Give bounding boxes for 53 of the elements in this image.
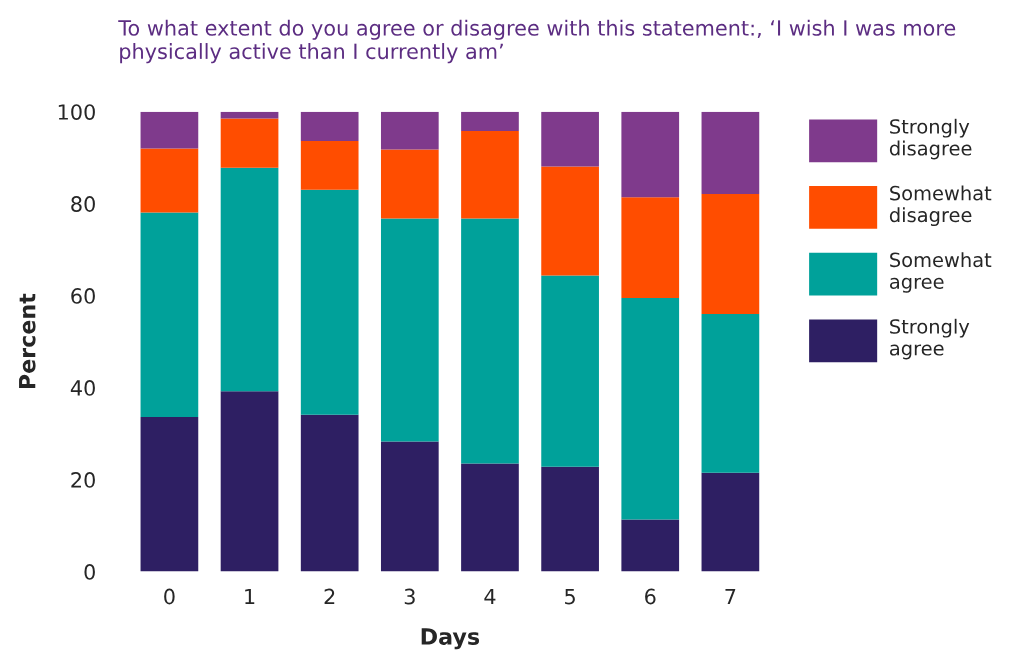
bar — [701, 111, 760, 195]
bar — [140, 111, 199, 149]
bar — [461, 131, 519, 219]
bar — [541, 466, 599, 572]
bar — [300, 414, 359, 572]
bar — [541, 166, 599, 276]
bar — [220, 167, 279, 392]
legend-label: Somewhat agree — [890, 252, 992, 293]
bar — [621, 111, 680, 198]
bar — [140, 212, 199, 418]
y-tick-label: 80 — [71, 196, 95, 212]
bar — [220, 118, 279, 168]
bar — [461, 111, 519, 132]
bar — [140, 417, 199, 572]
bar — [380, 111, 439, 150]
y-tick-label: 60 — [71, 288, 95, 304]
bar — [220, 391, 279, 572]
bar — [541, 111, 599, 167]
y-tick-label: 100 — [58, 104, 95, 120]
bar — [300, 111, 359, 142]
legend-label: Strongly agree — [890, 318, 970, 360]
x-tick-label: 5 — [565, 588, 575, 605]
bar — [140, 148, 199, 213]
bar — [701, 194, 760, 315]
bar — [621, 297, 680, 520]
y-tick-label: 40 — [70, 380, 95, 396]
legend-label: Strongly disagree — [889, 118, 972, 160]
bar — [701, 472, 760, 572]
chart-title: To what extent do you agree or disagree with this statement:, ‘I wish I was more physically active than I currently am’ — [118, 19, 956, 64]
bar — [380, 441, 439, 572]
x-tick-label: 4 — [484, 588, 496, 605]
bar — [621, 197, 680, 298]
x-axis-title: Days — [421, 628, 480, 650]
y-tick-label: 0 — [84, 564, 95, 580]
bar — [461, 463, 519, 572]
x-tick-label: 0 — [164, 588, 175, 605]
x-tick-label: 7 — [725, 588, 736, 605]
bar — [701, 314, 760, 473]
y-axis-title: Percent — [19, 293, 36, 389]
bar — [541, 275, 599, 467]
x-tick-label: 2 — [324, 588, 335, 605]
bar — [220, 111, 279, 119]
x-tick-label: 3 — [404, 588, 415, 605]
bar — [621, 519, 680, 572]
bar — [461, 218, 519, 464]
legend-label: Somewhat disagree — [889, 185, 992, 227]
y-tick-label: 20 — [71, 472, 95, 488]
x-tick-label: 1 — [245, 588, 255, 605]
bar — [380, 218, 439, 442]
bar — [300, 189, 359, 415]
bar — [300, 141, 359, 190]
bar — [380, 149, 439, 219]
x-tick-label: 6 — [645, 588, 656, 605]
